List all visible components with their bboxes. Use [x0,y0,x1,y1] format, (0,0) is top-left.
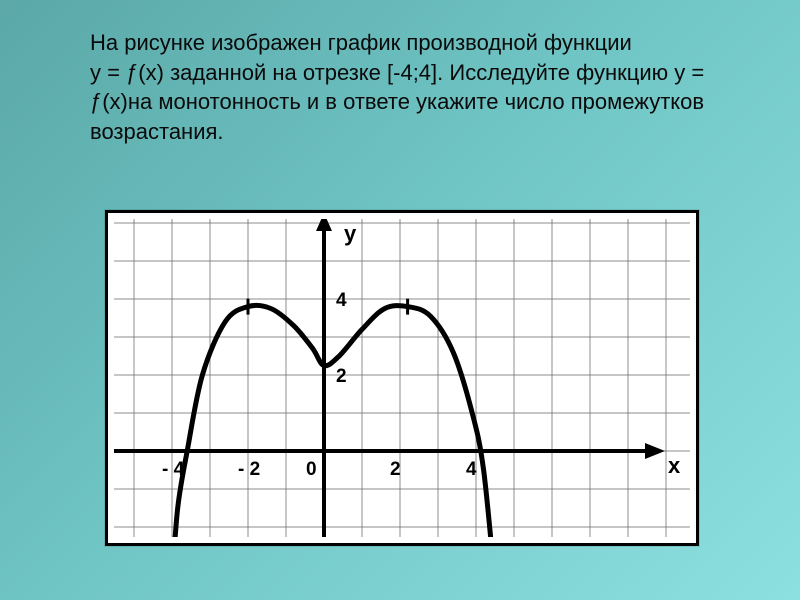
problem-line-2: у = ƒ(х) заданной на отрезке [-4;4]. Исс… [90,58,740,147]
problem-text: На рисунке изображен график производной … [90,28,740,147]
svg-text:2: 2 [390,459,401,480]
slide: На рисунке изображен график производной … [0,0,800,600]
svg-text:4: 4 [466,459,477,480]
svg-text:4: 4 [336,290,347,311]
svg-text:2: 2 [336,366,347,387]
problem-line-1: На рисунке изображен график производной … [90,28,740,58]
svg-text:у: у [344,221,357,246]
svg-text:- 2: - 2 [238,459,260,480]
svg-text:0: 0 [306,459,317,480]
chart-canvas: ух24- 4- 2024 [114,219,690,537]
chart-frame: ух24- 4- 2024 [105,210,699,546]
chart-svg: ух24- 4- 2024 [114,219,690,537]
svg-text:х: х [668,453,681,478]
